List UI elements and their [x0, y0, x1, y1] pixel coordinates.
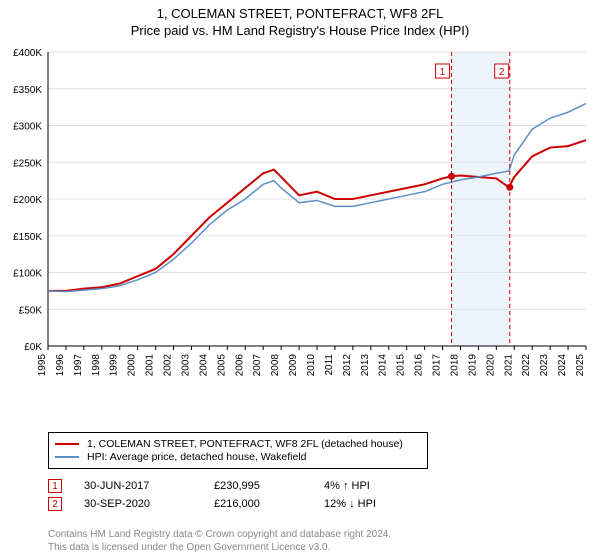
sale-marker-badge-num: 1	[440, 67, 446, 78]
legend-item: 1, COLEMAN STREET, PONTEFRACT, WF8 2FL (…	[55, 438, 421, 450]
legend-label: HPI: Average price, detached house, Wake…	[87, 451, 306, 463]
x-tick-label: 2008	[270, 354, 281, 377]
y-tick-label: £150K	[13, 232, 42, 243]
sale-marker-point	[506, 184, 513, 191]
y-tick-label: £400K	[13, 48, 42, 59]
x-tick-label: 2002	[163, 354, 174, 377]
x-tick-label: 2025	[575, 354, 586, 377]
y-tick-label: £100K	[13, 269, 42, 280]
x-tick-label: 2005	[216, 354, 227, 377]
sale-badge: 1	[48, 479, 62, 493]
x-tick-label: 2006	[234, 354, 245, 377]
sale-row: 2 30-SEP-2020£216,00012% ↓ HPI	[48, 497, 568, 511]
y-tick-label: £0K	[24, 342, 42, 353]
sale-pct: 12% ↓ HPI	[324, 498, 444, 510]
x-tick-label: 2001	[145, 354, 156, 377]
sale-date: 30-SEP-2020	[84, 498, 214, 510]
x-tick-label: 2012	[342, 354, 353, 377]
attribution-line: This data is licensed under the Open Gov…	[48, 541, 391, 554]
sale-badge: 2	[48, 497, 62, 511]
x-tick-label: 2021	[503, 354, 514, 377]
x-tick-label: 2024	[557, 354, 568, 377]
x-tick-label: 1998	[91, 354, 102, 377]
x-tick-label: 2018	[449, 354, 460, 377]
legend-swatch	[55, 456, 79, 458]
x-tick-label: 2004	[198, 354, 209, 377]
attribution-line: Contains HM Land Registry data © Crown c…	[48, 528, 391, 541]
sale-row: 1 30-JUN-2017£230,9954% ↑ HPI	[48, 479, 568, 493]
x-tick-label: 2019	[467, 354, 478, 377]
x-tick-label: 2016	[414, 354, 425, 377]
x-tick-label: 2022	[521, 354, 532, 377]
sales-table: 1 30-JUN-2017£230,9954% ↑ HPI 2 30-SEP-2020…	[48, 475, 568, 515]
sale-marker-badge-num: 2	[499, 67, 505, 78]
x-tick-label: 2000	[127, 354, 138, 377]
y-tick-label: £50K	[19, 305, 43, 316]
x-tick-label: 2020	[485, 354, 496, 377]
y-tick-label: £300K	[13, 122, 42, 133]
x-tick-label: 1995	[37, 354, 48, 377]
sale-pct: 4% ↑ HPI	[324, 480, 444, 492]
legend-item: HPI: Average price, detached house, Wake…	[55, 451, 421, 463]
x-tick-label: 2017	[432, 354, 443, 377]
x-tick-label: 2007	[252, 354, 263, 377]
x-tick-label: 2010	[306, 354, 317, 377]
page-subtitle: Price paid vs. HM Land Registry's House …	[0, 23, 600, 38]
x-tick-label: 2003	[180, 354, 191, 377]
x-tick-label: 1999	[109, 354, 120, 377]
x-tick-label: 2015	[396, 354, 407, 377]
x-tick-label: 2009	[288, 354, 299, 377]
chart-legend: 1, COLEMAN STREET, PONTEFRACT, WF8 2FL (…	[48, 432, 428, 469]
x-tick-label: 1997	[73, 354, 84, 377]
x-tick-label: 2013	[360, 354, 371, 377]
attribution-text: Contains HM Land Registry data © Crown c…	[48, 528, 391, 554]
sale-price: £230,995	[214, 480, 324, 492]
price-chart: £0K£50K£100K£150K£200K£250K£300K£350K£40…	[48, 48, 588, 388]
sale-price: £216,000	[214, 498, 324, 510]
page-title: 1, COLEMAN STREET, PONTEFRACT, WF8 2FL	[0, 6, 600, 21]
y-tick-label: £350K	[13, 85, 42, 96]
y-tick-label: £250K	[13, 158, 42, 169]
x-tick-label: 2011	[324, 354, 335, 376]
legend-label: 1, COLEMAN STREET, PONTEFRACT, WF8 2FL (…	[87, 438, 403, 450]
y-tick-label: £200K	[13, 195, 42, 206]
sale-marker-point	[448, 173, 455, 180]
sale-date: 30-JUN-2017	[84, 480, 214, 492]
legend-swatch	[55, 443, 79, 445]
x-tick-label: 2023	[539, 354, 550, 377]
x-tick-label: 2014	[378, 354, 389, 377]
x-tick-label: 1996	[55, 354, 66, 377]
